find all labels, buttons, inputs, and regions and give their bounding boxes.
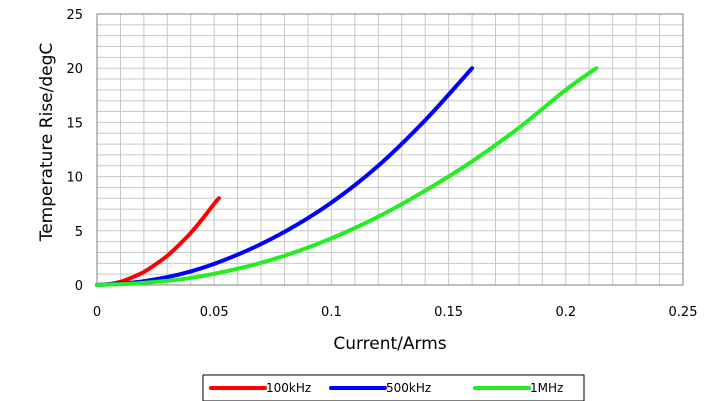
- x-axis-title: Current/Arms: [333, 334, 446, 354]
- legend-label-500khz: 500kHz: [386, 381, 431, 395]
- x-tick-label: 0.1: [321, 305, 342, 320]
- legend-label-1mhz: 1MHz: [530, 381, 563, 395]
- x-tick-label: 0: [93, 305, 101, 320]
- series-line-1mhz: [95, 66, 599, 287]
- x-tick-label: 0.05: [200, 305, 229, 320]
- x-axis-tick-labels: 0 0.05 0.1 0.15 0.2 0.25: [93, 305, 698, 320]
- y-axis-title: Temperature Rise/degC: [37, 43, 57, 243]
- plot-area-border: [96, 13, 684, 286]
- x-tick-label: 0.2: [555, 305, 576, 320]
- series-line-500khz: [95, 66, 475, 287]
- legend-label-100khz: 100kHz: [266, 381, 311, 395]
- y-tick-label: 20: [66, 62, 83, 77]
- x-tick-label: 0.25: [669, 305, 698, 320]
- y-tick-label: 10: [66, 171, 83, 186]
- x-tick-label: 0.15: [434, 305, 463, 320]
- y-tick-label: 15: [66, 116, 83, 131]
- y-tick-label: 25: [66, 8, 83, 23]
- grid-lines: [96, 13, 684, 286]
- legend-items: 100kHz 500kHz 1MHz: [209, 381, 563, 395]
- y-tick-label: 5: [75, 225, 83, 240]
- y-tick-label: 0: [75, 279, 83, 294]
- series-lines: [95, 66, 599, 287]
- y-axis-tick-labels: 0 5 10 15 20 25: [66, 8, 83, 294]
- legend: 100kHz 500kHz 1MHz: [202, 374, 585, 401]
